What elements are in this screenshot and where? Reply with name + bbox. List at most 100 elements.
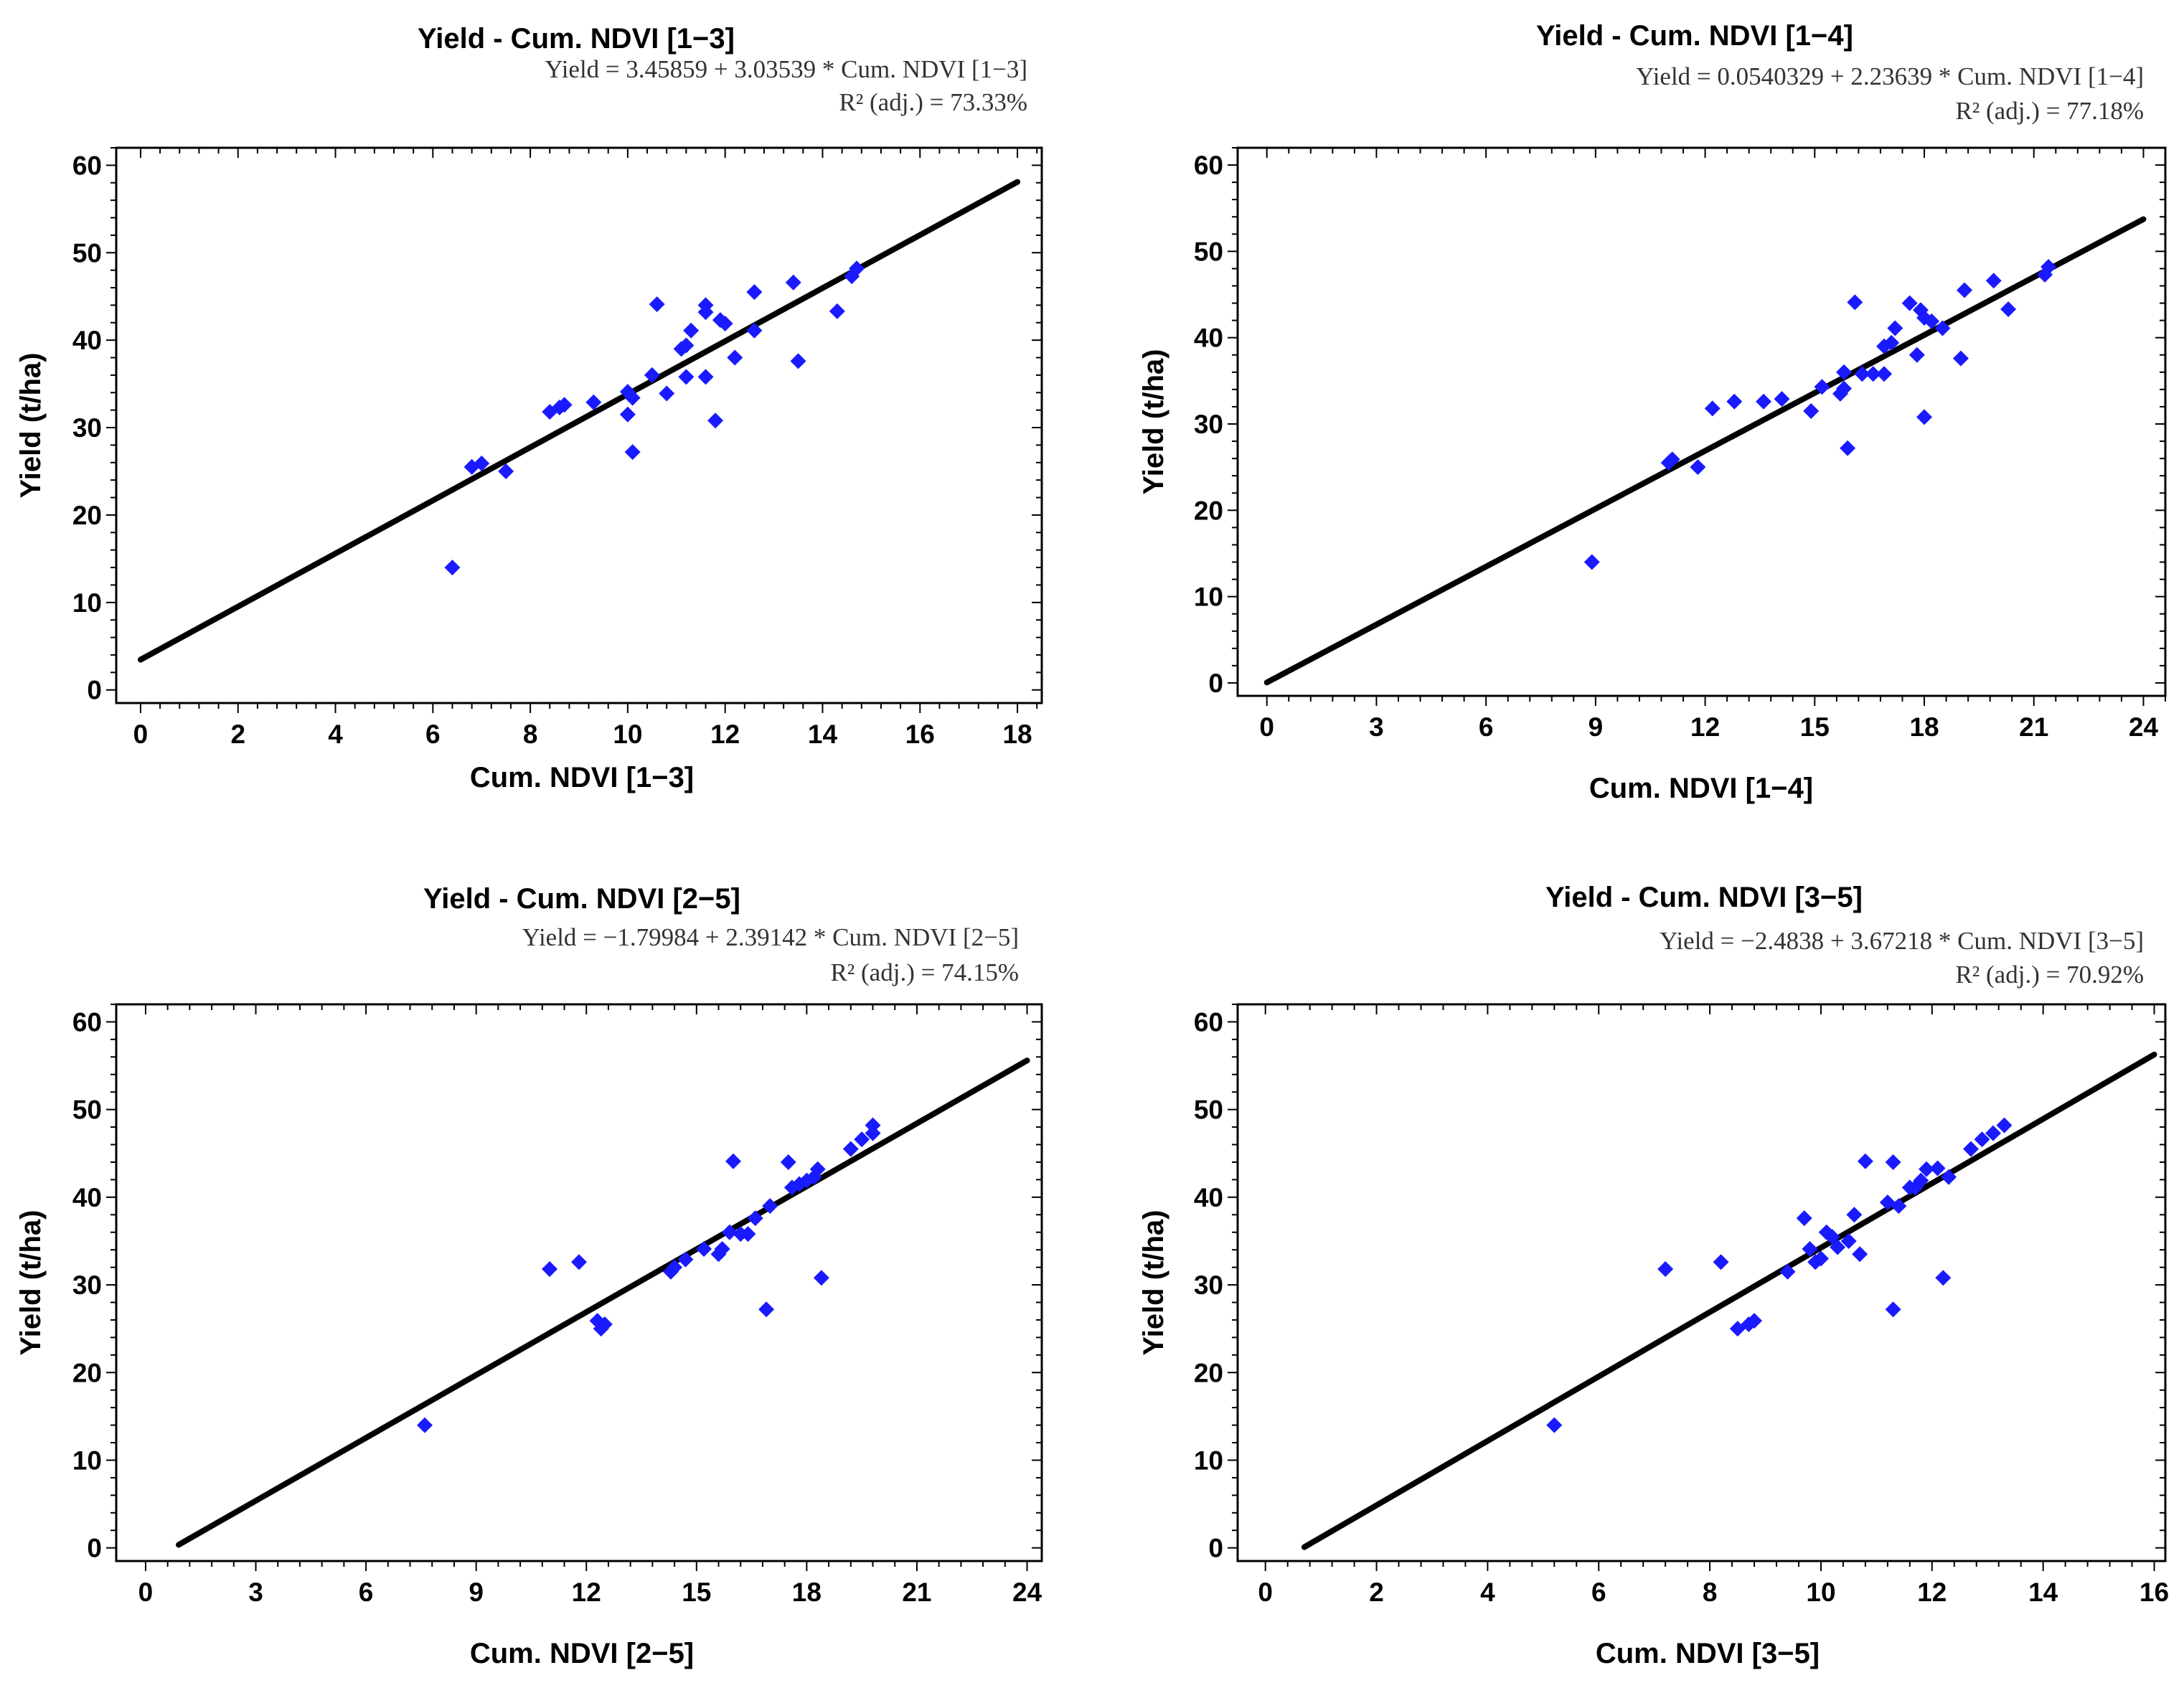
x-tick-label: 14 (808, 720, 838, 749)
data-point (1957, 282, 1973, 298)
data-point (624, 444, 641, 461)
x-tick-label: 24 (2129, 712, 2159, 742)
y-tick-label: 40 (72, 326, 102, 355)
data-point (1891, 1198, 1907, 1215)
data-point (1846, 1207, 1863, 1223)
x-tick-label: 0 (1259, 712, 1274, 742)
x-axis-label: Cum. NDVI [2−5] (470, 1638, 694, 1669)
y-tick-label: 30 (1194, 410, 1223, 439)
x-tick-label: 12 (1690, 712, 1720, 742)
data-point (1713, 1254, 1729, 1270)
data-point (849, 260, 865, 277)
data-point (474, 456, 490, 472)
y-tick-label: 0 (1208, 669, 1223, 698)
data-point (727, 349, 743, 366)
y-tick-label: 60 (72, 1007, 102, 1037)
y-tick-label: 60 (1194, 151, 1223, 180)
data-point (1929, 1160, 1946, 1177)
x-tick-label: 24 (1012, 1578, 1042, 1607)
x-tick-label: 3 (1369, 712, 1384, 742)
data-point (1865, 366, 1881, 382)
y-tick-label: 30 (1194, 1270, 1223, 1300)
y-tick-label: 50 (1194, 1095, 1223, 1125)
chart-panel-4: Yield - Cum. NDVI [3−5] Yield = −2.4838 +… (1138, 882, 2169, 1669)
regression-equation: Yield = 3.45859 + 3.03539 * Cum. NDVI [1… (545, 55, 1027, 83)
data-point (746, 322, 763, 339)
data-point (1746, 1313, 1763, 1329)
data-point (1908, 346, 1925, 363)
y-tick-label: 20 (72, 501, 102, 530)
data-point (1852, 1246, 1868, 1263)
data-point (747, 1210, 763, 1227)
data-point (809, 1161, 826, 1177)
y-tick-label: 20 (1194, 496, 1223, 525)
x-tick-label: 0 (133, 720, 149, 749)
data-point (683, 322, 700, 339)
data-point (721, 1224, 738, 1240)
x-tick-label: 8 (1703, 1578, 1718, 1607)
y-tick-label: 10 (72, 1446, 102, 1475)
data-point (813, 1270, 829, 1286)
data-point (1583, 554, 1600, 570)
data-point (1996, 1117, 2013, 1133)
r-squared-label: R² (adj.) = 77.18% (1955, 97, 2144, 125)
x-tick-label: 14 (2028, 1578, 2058, 1607)
data-point (498, 463, 514, 479)
data-point (2000, 301, 2017, 317)
y-tick-label: 30 (72, 1270, 102, 1300)
plot-frame (115, 1003, 1043, 1562)
y-tick-label: 40 (1194, 1183, 1223, 1212)
y-tick-label: 0 (1208, 1534, 1223, 1563)
y-tick-label: 40 (1194, 324, 1223, 353)
y-tick-label: 10 (72, 588, 102, 618)
data-point (707, 412, 724, 429)
x-tick-label: 6 (1591, 1578, 1606, 1607)
data-point (696, 1240, 712, 1257)
data-point (1657, 1261, 1674, 1278)
data-point (571, 1254, 587, 1270)
data-point (1887, 320, 1903, 336)
data-point (1756, 393, 1772, 410)
x-tick-label: 0 (1258, 1578, 1273, 1607)
x-tick-label: 10 (613, 720, 642, 749)
y-axis-label: Yield (t/ha) (1138, 349, 1169, 495)
data-point (1803, 402, 1820, 419)
data-point (2041, 259, 2057, 275)
plot-frame (1236, 146, 2167, 697)
regression-line (1263, 216, 2147, 686)
data-point (1704, 400, 1721, 417)
data-point (1963, 1141, 1980, 1157)
data-point (1876, 366, 1893, 382)
data-point (596, 1316, 613, 1333)
regression-equation: Yield = −2.4838 + 3.67218 * Cum. NDVI [3… (1660, 927, 2144, 955)
data-point (1726, 393, 1743, 410)
regression-equation: Yield = −1.79984 + 2.39142 * Cum. NDVI [… (522, 923, 1019, 951)
data-point (644, 367, 660, 383)
data-point (1916, 409, 1933, 425)
y-tick-label: 60 (1194, 1007, 1223, 1037)
plot-frame (115, 146, 1043, 704)
data-point (717, 315, 733, 331)
data-point (1885, 1154, 1901, 1170)
x-tick-label: 21 (902, 1578, 931, 1607)
data-point (659, 385, 675, 402)
chart-title: Yield - Cum. NDVI [1−4] (1536, 20, 1853, 52)
y-tick-label: 10 (1194, 1446, 1223, 1475)
chart-panel-3: Yield - Cum. NDVI [2−5] Yield = −1.79984 … (15, 883, 1043, 1669)
data-point (1985, 273, 2002, 289)
chart-title: Yield - Cum. NDVI [3−5] (1545, 882, 1863, 913)
data-point (1985, 1125, 2001, 1141)
data-point (1840, 440, 1856, 456)
r-squared-label: R² (adj.) = 70.92% (1955, 961, 2144, 989)
data-point (1935, 1270, 1952, 1286)
r-squared-label: R² (adj.) = 74.15% (830, 958, 1019, 986)
regression-line (137, 179, 1021, 663)
chart-panel-2: Yield - Cum. NDVI [1−4] Yield = 0.0540329… (1138, 20, 2167, 804)
y-tick-label: 30 (72, 413, 102, 443)
data-point (1824, 1228, 1840, 1245)
data-point (667, 1259, 683, 1276)
y-tick-label: 50 (72, 238, 102, 268)
data-point (444, 560, 461, 576)
data-point (762, 1198, 778, 1215)
